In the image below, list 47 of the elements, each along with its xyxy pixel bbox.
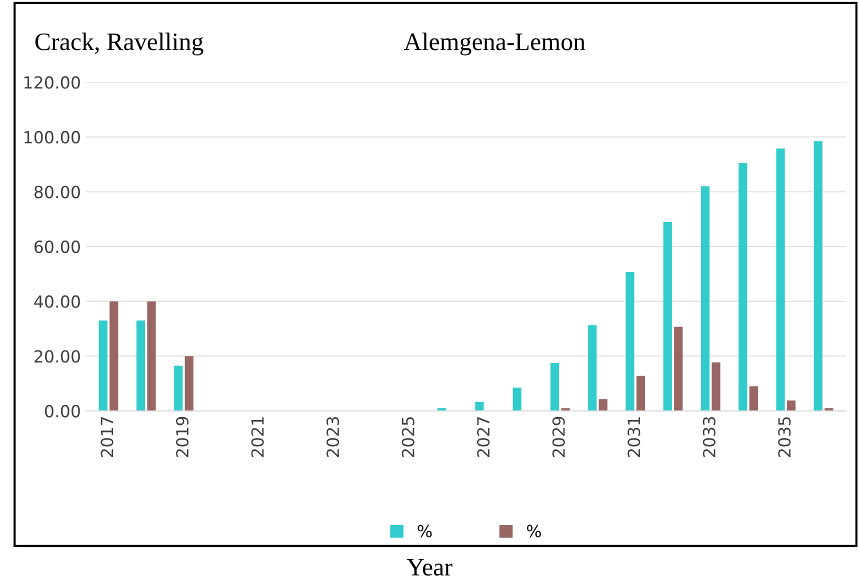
bar [749, 386, 758, 411]
bar [663, 222, 672, 411]
bar [475, 402, 484, 411]
bar [184, 356, 194, 411]
x-tick-label: 2021 [251, 417, 264, 457]
legend-label: % [418, 524, 432, 538]
chart-title: Crack, Ravelling [35, 32, 204, 56]
x-tick-label: 2029 [552, 416, 565, 457]
bar [786, 400, 796, 411]
x-tick-label: 2025 [402, 417, 414, 457]
x-tick-label: 2033 [702, 417, 716, 457]
legend-label: % [526, 524, 541, 538]
bar [438, 408, 446, 411]
x-tick-label: 2023 [326, 417, 340, 457]
y-tick-label: 100.00 [24, 130, 80, 144]
bar [174, 366, 183, 411]
x-tick-label: 2035 [778, 417, 791, 457]
bar [512, 388, 522, 411]
x-axis-title: Year [406, 559, 452, 576]
y-tick-label: 60.00 [34, 240, 80, 254]
bar [98, 320, 108, 411]
bar [588, 325, 597, 411]
bar [700, 186, 710, 411]
chart-subtitle: Alemgena-Lemon [404, 32, 586, 56]
x-tick-label: 2019 [176, 416, 189, 457]
bar [712, 362, 720, 411]
bar [814, 141, 822, 411]
bar [136, 320, 146, 411]
bar [147, 301, 156, 411]
x-tick-label: 2027 [477, 417, 490, 457]
bar [626, 272, 634, 411]
bar [674, 326, 683, 411]
bar [550, 362, 560, 411]
y-tick-label: 20.00 [34, 350, 80, 363]
bar [110, 301, 118, 411]
y-tick-label: 80.00 [34, 186, 80, 198]
y-tick-label: 120.00 [24, 76, 80, 89]
bar [598, 399, 608, 411]
bar [738, 162, 748, 411]
y-tick-label: 0.00 [45, 404, 80, 418]
bar [561, 408, 570, 411]
bar [776, 148, 785, 411]
bar [636, 376, 646, 411]
bar [824, 408, 834, 411]
x-tick-label: 2017 [100, 417, 114, 457]
x-tick-label: 2031 [628, 417, 640, 457]
y-tick-label: 40.00 [34, 295, 80, 308]
